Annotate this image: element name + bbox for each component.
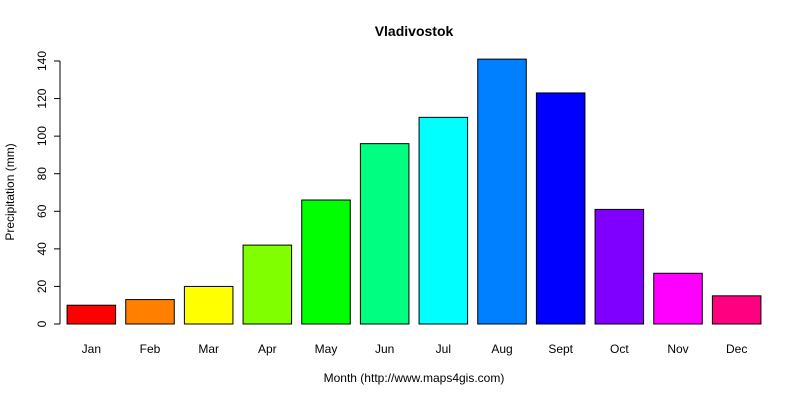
bar-jan bbox=[66, 304, 117, 325]
y-axis-label: Precipitation (mm) bbox=[3, 143, 17, 240]
bar-oct bbox=[594, 208, 645, 325]
bar-jul bbox=[418, 116, 469, 325]
bar-apr bbox=[242, 244, 293, 325]
bar-feb bbox=[125, 299, 175, 325]
y-axis-tick-label: 40 bbox=[35, 242, 49, 256]
x-axis-tick-label: Oct bbox=[610, 342, 629, 356]
x-axis-tick-label: May bbox=[315, 342, 338, 356]
bar-nov bbox=[653, 272, 703, 325]
y-axis: 0 20 40 60 80 100 120 140 bbox=[35, 51, 61, 327]
y-axis-tick-label: 140 bbox=[35, 51, 49, 71]
bar-mar bbox=[183, 285, 234, 325]
x-axis-tick-label: Jul bbox=[436, 342, 451, 356]
x-axis-tick-label: Jun bbox=[375, 342, 394, 356]
x-axis-tick-label: Feb bbox=[140, 342, 161, 356]
bar-aug bbox=[477, 58, 527, 325]
x-axis-tick-label: Mar bbox=[198, 342, 219, 356]
x-axis-tick-label: Sept bbox=[548, 342, 573, 356]
y-axis-tick-label: 0 bbox=[35, 320, 49, 327]
chart-title: Vladivostok bbox=[375, 23, 454, 39]
x-axis-tick-label: Nov bbox=[667, 342, 688, 356]
x-axis-tick-label: Dec bbox=[726, 342, 747, 356]
bar-sept bbox=[535, 92, 586, 325]
y-axis-tick-label: 20 bbox=[35, 279, 49, 293]
bar-series bbox=[66, 58, 762, 325]
y-axis-tick-label: 60 bbox=[35, 204, 49, 218]
y-axis-tick-label: 100 bbox=[35, 126, 49, 146]
bar-may bbox=[301, 199, 351, 325]
bar-dec bbox=[711, 295, 762, 325]
y-axis-tick-label: 120 bbox=[35, 88, 49, 108]
bar-jun bbox=[359, 143, 410, 325]
y-axis-tick-label: 80 bbox=[35, 167, 49, 181]
x-axis-tick-label: Jan bbox=[82, 342, 101, 356]
x-axis-tick-labels: Jan Feb Mar Apr May Jun Jul Aug Sept Oct Nov Dec bbox=[82, 342, 748, 356]
x-axis-tick-label: Apr bbox=[258, 342, 277, 356]
x-axis-tick-label: Aug bbox=[491, 342, 512, 356]
x-axis-label: Month (http://www.maps4gis.com) bbox=[324, 371, 505, 385]
